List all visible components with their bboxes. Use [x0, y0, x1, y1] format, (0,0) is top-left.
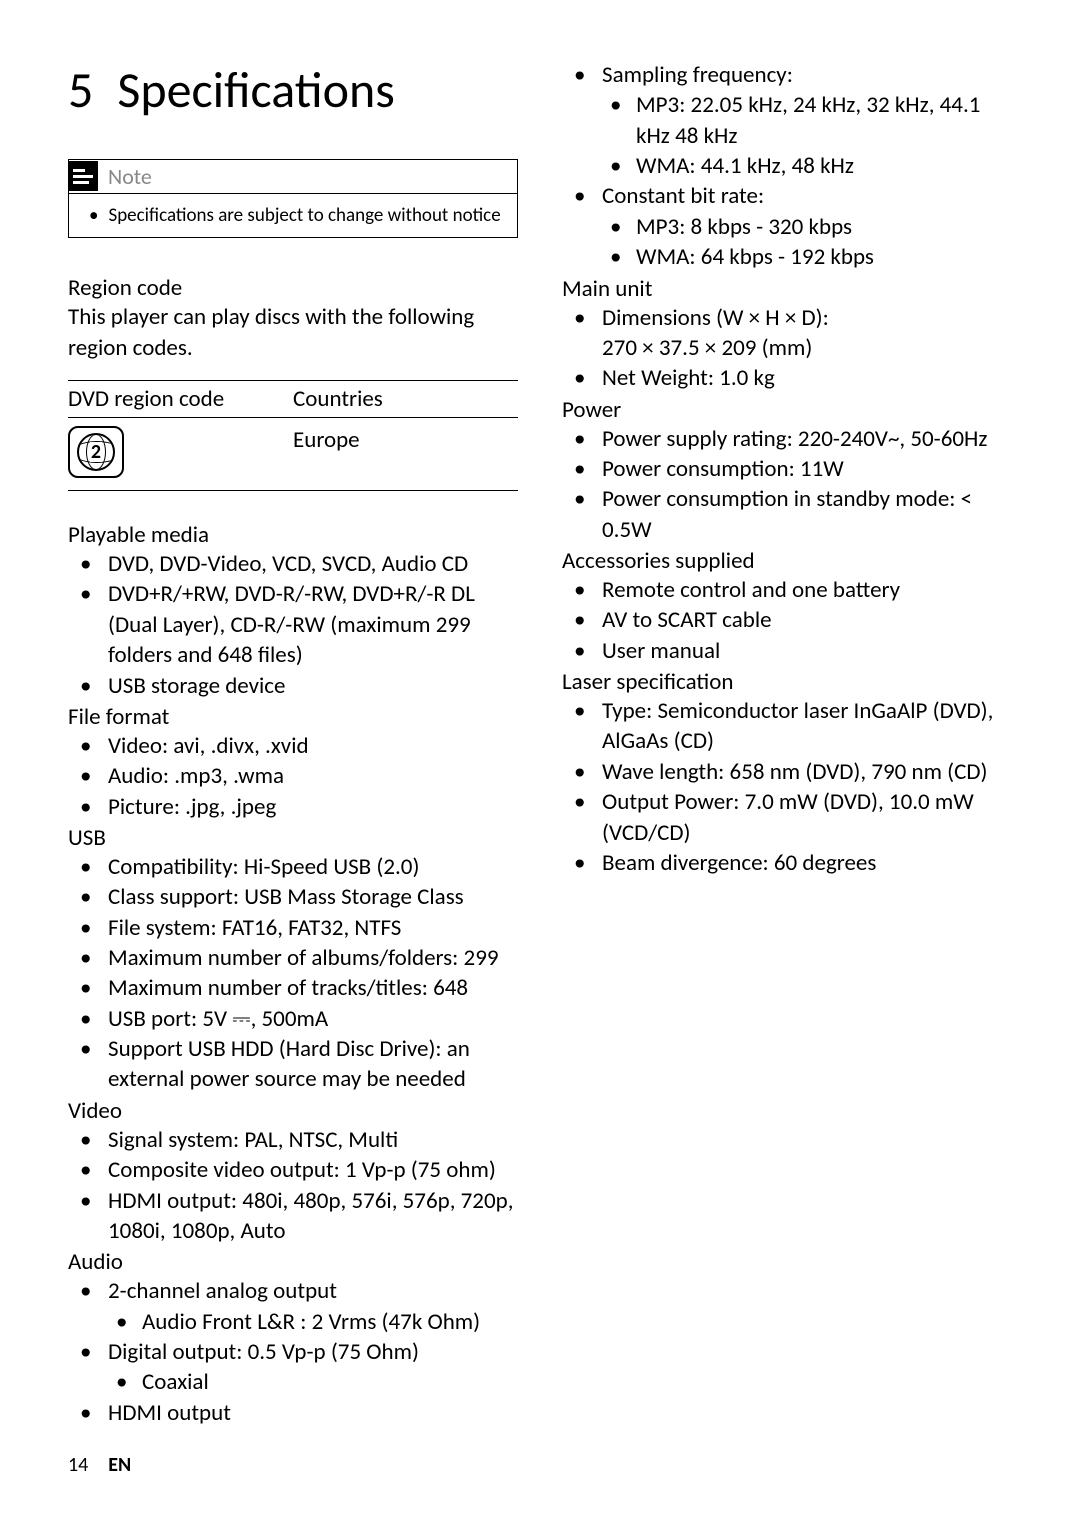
list-item: HDMI output	[68, 1398, 518, 1428]
list-item-text: Sampling frequency:	[602, 61, 793, 89]
left-column: 5 Specifications Note Specifications are…	[68, 60, 518, 1428]
list-item: Audio Front L&R : 2 Vrms (47k Ohm)	[108, 1307, 518, 1337]
list-item: Support USB HDD (Hard Disc Drive): an ex…	[68, 1034, 518, 1095]
list-item: Composite video output: 1 Vp-p (75 ohm)	[68, 1155, 518, 1185]
list-item: Power supply rating: 220-240V~, 50-60Hz	[562, 424, 1012, 454]
region-heading: Region code	[68, 274, 518, 302]
region-code-num: 2	[90, 442, 102, 462]
list-item: Maximum number of albums/folders: 299	[68, 943, 518, 973]
audio-list-cont: Sampling frequency: MP3: 22.05 kHz, 24 k…	[562, 60, 1012, 273]
list-item: WMA: 44.1 kHz, 48 kHz	[602, 151, 1012, 181]
page-number: 14	[68, 1453, 88, 1477]
video-heading: Video	[68, 1097, 518, 1125]
list-item-text: Digital output: 0.5 Vp-p (75 Ohm)	[108, 1338, 419, 1366]
language-code: EN	[108, 1453, 131, 1477]
list-item: Constant bit rate: MP3: 8 kbps - 320 kbp…	[562, 181, 1012, 272]
list-item-text: 2-channel analog output	[108, 1277, 337, 1305]
region-code-icon: 2	[68, 426, 124, 478]
list-item: Compatibility: Hi-Speed USB (2.0)	[68, 852, 518, 882]
list-item: File system: FAT16, FAT32, NTFS	[68, 913, 518, 943]
list-item: DVD, DVD-Video, VCD, SVCD, Audio CD	[68, 549, 518, 579]
power-list: Power supply rating: 220-240V~, 50-60Hz …	[562, 424, 1012, 545]
list-item-text: Constant bit rate:	[602, 182, 764, 210]
list-item: Output Power: 7.0 mW (DVD), 10.0 mW (VCD…	[562, 787, 1012, 848]
laser-list: Type: Semiconductor laser InGaAlP (DVD),…	[562, 696, 1012, 878]
usb-list: Compatibility: Hi-Speed USB (2.0) Class …	[68, 852, 518, 1095]
list-item: Beam divergence: 60 degrees	[562, 848, 1012, 878]
list-item: Power consumption: 11W	[562, 454, 1012, 484]
list-item: User manual	[562, 636, 1012, 666]
main-unit-heading: Main unit	[562, 275, 1012, 303]
region-col2: Countries	[293, 381, 518, 418]
page-footer: 14 EN	[68, 1453, 131, 1477]
list-item: MP3: 8 kbps - 320 kbps	[602, 212, 1012, 242]
playable-media-list: DVD, DVD-Video, VCD, SVCD, Audio CD DVD+…	[68, 549, 518, 701]
note-body: Specifications are subject to change wit…	[69, 193, 517, 237]
note-text: Specifications are subject to change wit…	[89, 204, 503, 227]
file-format-heading: File format	[68, 703, 518, 731]
list-item: Signal system: PAL, NTSC, Multi	[68, 1125, 518, 1155]
file-format-list: Video: avi, .divx, .xvid Audio: .mp3, .w…	[68, 731, 518, 822]
note-header: Note	[69, 160, 517, 193]
list-item: Sampling frequency: MP3: 22.05 kHz, 24 k…	[562, 60, 1012, 181]
list-item: Wave length: 658 nm (DVD), 790 nm (CD)	[562, 757, 1012, 787]
laser-heading: Laser specification	[562, 668, 1012, 696]
list-item: 2-channel analog output Audio Front L&R …	[68, 1276, 518, 1337]
right-column: Sampling frequency: MP3: 22.05 kHz, 24 k…	[562, 60, 1012, 1428]
note-icon	[68, 161, 98, 191]
list-item: Coaxial	[108, 1367, 518, 1397]
list-item: Picture: .jpg, .jpeg	[68, 792, 518, 822]
list-item: Type: Semiconductor laser InGaAlP (DVD),…	[562, 696, 1012, 757]
list-item-text: 270 × 37.5 × 209 (mm)	[602, 334, 812, 362]
region-desc: This player can play discs with the foll…	[68, 302, 518, 364]
region-col1: DVD region code	[68, 381, 293, 418]
list-item: HDMI output: 480i, 480p, 576i, 576p, 720…	[68, 1186, 518, 1247]
region-table: DVD region code Countries 2 Europe	[68, 380, 518, 491]
chapter-number: 5	[68, 60, 93, 121]
list-item: Remote control and one battery	[562, 575, 1012, 605]
playable-media-heading: Playable media	[68, 521, 518, 549]
note-label: Note	[108, 163, 152, 190]
list-item: Power consumption in standby mode: < 0.5…	[562, 484, 1012, 545]
list-item: Net Weight: 1.0 kg	[562, 363, 1012, 393]
accessories-heading: Accessories supplied	[562, 547, 1012, 575]
usb-heading: USB	[68, 824, 518, 852]
list-item: USB storage device	[68, 671, 518, 701]
list-item: DVD+R/+RW, DVD-R/-RW, DVD+R/-R DL (Dual …	[68, 579, 518, 670]
power-heading: Power	[562, 396, 1012, 424]
list-item: Class support: USB Mass Storage Class	[68, 882, 518, 912]
list-item: Digital output: 0.5 Vp-p (75 Ohm) Coaxia…	[68, 1337, 518, 1398]
chapter-title: Specifications	[117, 60, 394, 121]
list-item: AV to SCART cable	[562, 605, 1012, 635]
table-row: 2 Europe	[68, 418, 518, 491]
audio-list: 2-channel analog output Audio Front L&R …	[68, 1276, 518, 1428]
list-item: WMA: 64 kbps - 192 kbps	[602, 242, 1012, 272]
page-title: 5 Specifications	[68, 60, 518, 121]
list-item: MP3: 22.05 kHz, 24 kHz, 32 kHz, 44.1 kHz…	[602, 90, 1012, 151]
note-box: Note Specifications are subject to chang…	[68, 159, 518, 238]
list-item: Maximum number of tracks/titles: 648	[68, 973, 518, 1003]
accessories-list: Remote control and one battery AV to SCA…	[562, 575, 1012, 666]
list-item: Audio: .mp3, .wma	[68, 761, 518, 791]
main-unit-list: Dimensions (W × H × D): 270 × 37.5 × 209…	[562, 303, 1012, 394]
audio-heading: Audio	[68, 1248, 518, 1276]
video-list: Signal system: PAL, NTSC, Multi Composit…	[68, 1125, 518, 1246]
list-item: Video: avi, .divx, .xvid	[68, 731, 518, 761]
region-country: Europe	[293, 418, 518, 491]
list-item: USB port: 5V ⎓, 500mA	[68, 1004, 518, 1034]
list-item-text: Dimensions (W × H × D):	[602, 304, 829, 332]
list-item: Dimensions (W × H × D): 270 × 37.5 × 209…	[562, 303, 1012, 364]
